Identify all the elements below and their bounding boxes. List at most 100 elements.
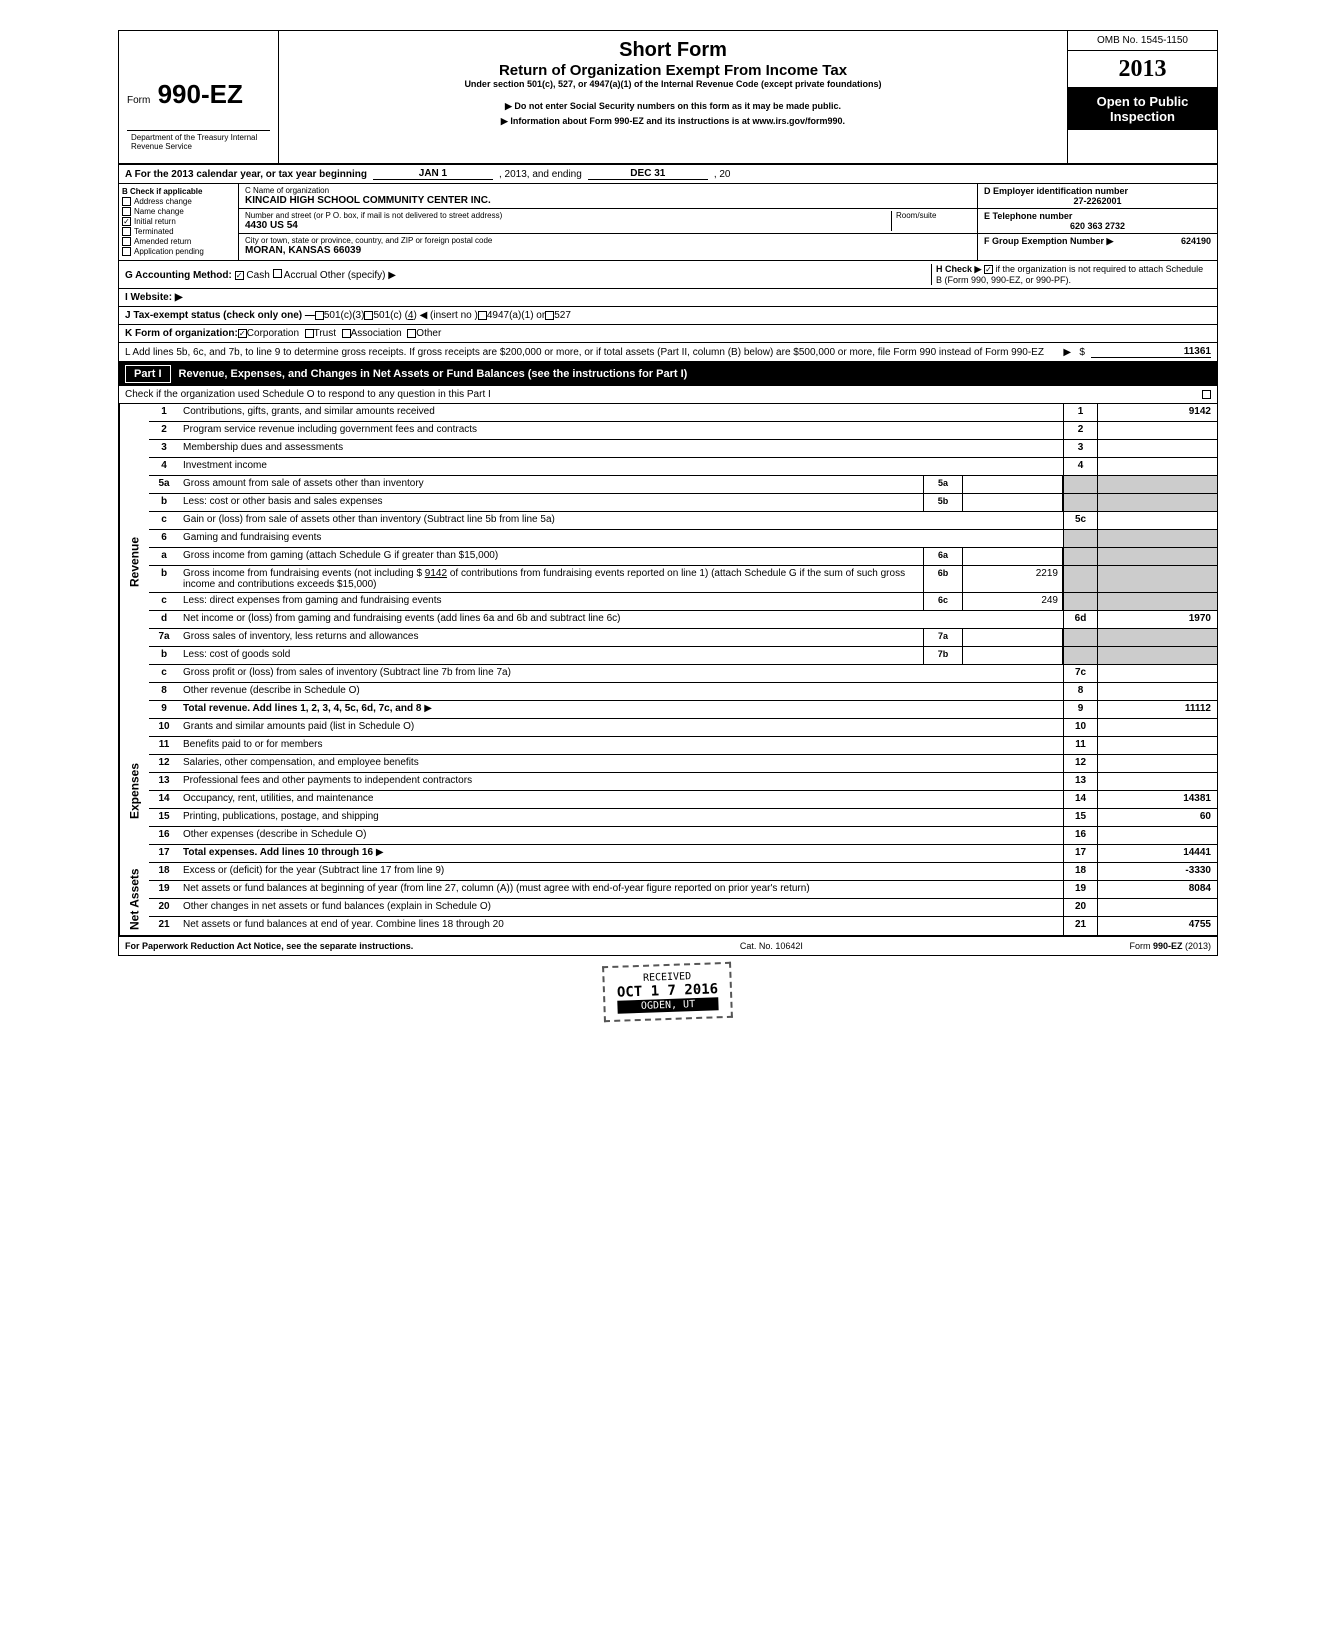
line-14-val[interactable]: 14381 bbox=[1097, 791, 1217, 808]
line-7b-val[interactable] bbox=[963, 647, 1063, 664]
line-13-val[interactable] bbox=[1097, 773, 1217, 790]
org-name[interactable]: KINCAID HIGH SCHOOL COMMUNITY CENTER INC… bbox=[245, 195, 971, 206]
form-footer: For Paperwork Reduction Act Notice, see … bbox=[119, 937, 1217, 955]
omb-number: OMB No. 1545-1150 bbox=[1068, 31, 1217, 51]
cb-name-change[interactable]: Name change bbox=[122, 207, 235, 216]
line-7c-val[interactable] bbox=[1097, 665, 1217, 682]
phone-cell: E Telephone number 620 363 2732 bbox=[978, 209, 1217, 234]
line-12-val[interactable] bbox=[1097, 755, 1217, 772]
part1-check: Check if the organization used Schedule … bbox=[119, 386, 1217, 404]
form-number-text: 990-EZ bbox=[158, 79, 243, 109]
netassets-label: Net Assets bbox=[119, 863, 149, 935]
line-20-val[interactable] bbox=[1097, 899, 1217, 916]
section-i-label: I Website: ▶ bbox=[125, 292, 183, 303]
cb-accrual[interactable] bbox=[273, 269, 282, 278]
part1-title: Revenue, Expenses, and Changes in Net As… bbox=[179, 368, 688, 380]
received-stamp: RECEIVED OCT 1 7 2016 OGDEN, UT bbox=[602, 962, 733, 1022]
cb-sched-o[interactable] bbox=[1202, 390, 1211, 399]
cb-trust[interactable] bbox=[305, 329, 314, 338]
form-number-box: Form 990-EZ Department of the Treasury I… bbox=[119, 31, 279, 163]
org-name-label: C Name of organization bbox=[245, 186, 971, 195]
line-15-val[interactable]: 60 bbox=[1097, 809, 1217, 826]
section-k: K Form of organization: ✓ Corporation Tr… bbox=[119, 325, 1217, 343]
org-address[interactable]: 4430 US 54 bbox=[245, 220, 891, 231]
revenue-section: Revenue 1Contributions, gifts, grants, a… bbox=[119, 404, 1217, 719]
org-city[interactable]: MORAN, KANSAS 66039 bbox=[245, 245, 971, 256]
line-1-val[interactable]: 9142 bbox=[1097, 404, 1217, 421]
line-8-val[interactable] bbox=[1097, 683, 1217, 700]
part1-label: Part I bbox=[125, 365, 171, 383]
phone-label: E Telephone number bbox=[984, 211, 1072, 221]
cb-4947[interactable] bbox=[478, 311, 487, 320]
cb-corp[interactable]: ✓ bbox=[238, 329, 247, 338]
cb-address-change[interactable]: Address change bbox=[122, 197, 235, 206]
addr-cell: Number and street (or P O. box, if mail … bbox=[239, 209, 977, 234]
open-to-public: Open to Public Inspection bbox=[1068, 88, 1217, 130]
footer-left: For Paperwork Reduction Act Notice, see … bbox=[125, 941, 413, 951]
line-16-val[interactable] bbox=[1097, 827, 1217, 844]
year-begin[interactable]: JAN 1 bbox=[373, 168, 493, 180]
line-19-val[interactable]: 8084 bbox=[1097, 881, 1217, 898]
cb-501c[interactable] bbox=[364, 311, 373, 320]
line-6b-val[interactable]: 2219 bbox=[963, 566, 1063, 592]
netassets-lines: 18Excess or (deficit) for the year (Subt… bbox=[149, 863, 1217, 935]
dept-box: Department of the Treasury Internal Reve… bbox=[127, 130, 270, 155]
section-bcd: B Check if applicable Address change Nam… bbox=[119, 184, 1217, 261]
form-prefix: Form bbox=[127, 95, 150, 106]
cb-pending[interactable]: Application pending bbox=[122, 247, 235, 256]
year-end[interactable]: DEC 31 bbox=[588, 168, 708, 180]
line-6a-val[interactable] bbox=[963, 548, 1063, 565]
section-b: B Check if applicable Address change Nam… bbox=[119, 184, 239, 260]
section-h-label: H Check ▶ bbox=[936, 264, 981, 274]
line-3-val[interactable] bbox=[1097, 440, 1217, 457]
cb-assoc[interactable] bbox=[342, 329, 351, 338]
line-2-val[interactable] bbox=[1097, 422, 1217, 439]
warning-ssn: ▶ Do not enter Social Security numbers o… bbox=[287, 99, 1059, 114]
revenue-lines: 1Contributions, gifts, grants, and simil… bbox=[149, 404, 1217, 719]
room-label: Room/suite bbox=[896, 211, 971, 220]
ein-value[interactable]: 27-2262001 bbox=[984, 196, 1211, 206]
line-10-val[interactable] bbox=[1097, 719, 1217, 736]
org-name-cell: C Name of organization KINCAID HIGH SCHO… bbox=[239, 184, 977, 209]
line-5a-val[interactable] bbox=[963, 476, 1063, 493]
cb-terminated[interactable]: Terminated bbox=[122, 227, 235, 236]
cb-501c3[interactable] bbox=[315, 311, 324, 320]
cb-other-org[interactable] bbox=[407, 329, 416, 338]
section-g: G Accounting Method: ✓ Cash Accrual Othe… bbox=[125, 269, 931, 281]
cb-527[interactable] bbox=[545, 311, 554, 320]
line-9-val[interactable]: 11112 bbox=[1097, 701, 1217, 718]
line-5c-val[interactable] bbox=[1097, 512, 1217, 529]
section-i: I Website: ▶ bbox=[119, 289, 1217, 307]
section-j-label: J Tax-exempt status (check only one) — bbox=[125, 310, 315, 321]
gross-receipts[interactable]: 11361 bbox=[1091, 346, 1211, 358]
section-a-label: A For the 2013 calendar year, or tax yea… bbox=[125, 169, 367, 180]
part1-header: Part I Revenue, Expenses, and Changes in… bbox=[119, 362, 1217, 386]
addr-label: Number and street (or P O. box, if mail … bbox=[245, 211, 891, 220]
phone-value[interactable]: 620 363 2732 bbox=[984, 221, 1211, 231]
line-6b-inline[interactable]: 9142 bbox=[425, 568, 447, 579]
line-7a-val[interactable] bbox=[963, 629, 1063, 646]
cb-sched-b[interactable]: ✓ bbox=[984, 265, 993, 274]
expenses-label: Expenses bbox=[119, 719, 149, 863]
line-6d-val[interactable]: 1970 bbox=[1097, 611, 1217, 628]
line-18-val[interactable]: -3330 bbox=[1097, 863, 1217, 880]
ein-cell: D Employer identification number 27-2262… bbox=[978, 184, 1217, 209]
group-cell: F Group Exemption Number ▶ 624190 bbox=[978, 234, 1217, 249]
line-6c-val[interactable]: 249 bbox=[963, 593, 1063, 610]
section-c: C Name of organization KINCAID HIGH SCHO… bbox=[239, 184, 977, 260]
cb-initial-return[interactable]: ✓Initial return bbox=[122, 217, 235, 226]
line-4-val[interactable] bbox=[1097, 458, 1217, 475]
line-21-val[interactable]: 4755 bbox=[1097, 917, 1217, 935]
line-11-val[interactable] bbox=[1097, 737, 1217, 754]
cb-cash[interactable]: ✓ bbox=[235, 271, 244, 280]
group-value[interactable]: 624190 bbox=[1181, 236, 1211, 246]
part1-check-text: Check if the organization used Schedule … bbox=[125, 389, 1202, 400]
section-gh-row: G Accounting Method: ✓ Cash Accrual Othe… bbox=[119, 261, 1217, 289]
footer-mid: Cat. No. 10642I bbox=[740, 941, 803, 951]
cb-amended[interactable]: Amended return bbox=[122, 237, 235, 246]
section-g-label: G Accounting Method: bbox=[125, 270, 232, 281]
title-note: Under section 501(c), 527, or 4947(a)(1)… bbox=[287, 79, 1059, 89]
line-5b-val[interactable] bbox=[963, 494, 1063, 511]
line-17-val[interactable]: 14441 bbox=[1097, 845, 1217, 862]
title-sub: Return of Organization Exempt From Incom… bbox=[287, 62, 1059, 79]
